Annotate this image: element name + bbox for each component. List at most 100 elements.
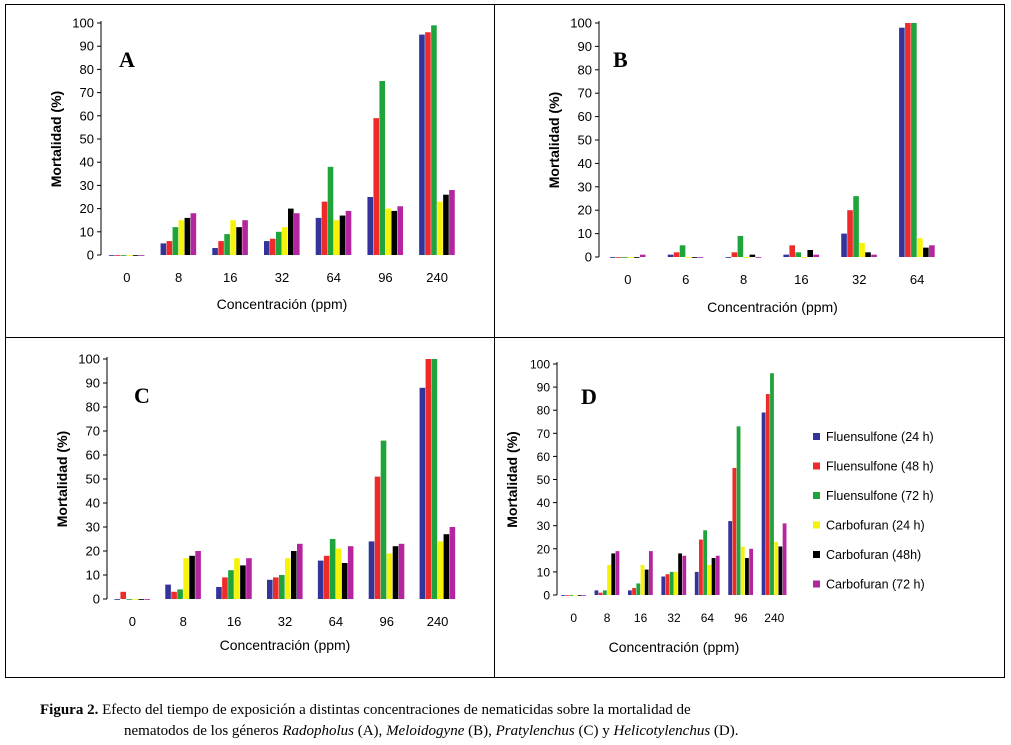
- x-tick-label: 8: [740, 272, 747, 287]
- x-tick-label: 0: [129, 614, 136, 629]
- y-tick-label: 90: [80, 39, 94, 54]
- legend-label-6: Carbofuran (72 h): [826, 578, 925, 592]
- bar-c-8-s2: [171, 591, 177, 599]
- bar-a-32-s1: [264, 241, 270, 255]
- y-tick-label: 40: [578, 156, 592, 171]
- bar-d-32-s2: [665, 574, 670, 595]
- bar-c-16-s4: [234, 558, 240, 599]
- bar-d-8-s1: [594, 590, 599, 595]
- bar-b-8-s6: [755, 257, 762, 258]
- bar-a-32-s4: [282, 227, 288, 255]
- legend-swatch-4: [813, 521, 820, 529]
- bar-b-6-s3: [679, 245, 686, 257]
- bar-a-0-s4: [126, 255, 133, 256]
- bar-b-16-s5: [807, 249, 814, 257]
- bar-d-240-s1: [761, 412, 766, 595]
- bar-d-8-s3: [602, 590, 607, 595]
- bar-c-32-s2: [273, 577, 279, 599]
- bar-a-240-s3: [431, 25, 437, 255]
- bar-c-32-s6: [297, 543, 303, 599]
- bar-b-6-s6: [697, 257, 704, 258]
- bar-c-240-s4: [437, 541, 444, 599]
- bar-b-8-s4: [743, 257, 750, 258]
- bar-a-16-s6: [242, 220, 248, 255]
- legend-label-4: Carbofuran (24 h): [826, 519, 925, 533]
- bar-d-16-s6: [648, 551, 653, 595]
- bar-b-32-s4: [859, 242, 865, 257]
- bar-b-32-s6: [871, 254, 877, 257]
- bar-a-240-s2: [425, 32, 431, 255]
- bar-c-240-s1: [419, 387, 426, 599]
- bar-c-240-s5: [443, 534, 450, 599]
- y-tick-label: 30: [86, 520, 100, 535]
- bar-b-8-s5: [749, 254, 756, 257]
- y-tick-label: 20: [537, 542, 551, 556]
- bar-c-96-s6: [398, 543, 405, 599]
- bar-c-8-s3: [177, 589, 183, 599]
- y-axis-title: Mortalidad (%): [48, 91, 64, 187]
- y-tick-label: 70: [80, 85, 94, 100]
- legend-label-2: Fluensulfone (48 h): [826, 460, 934, 474]
- y-tick-label: 0: [543, 589, 550, 603]
- legend-swatch-6: [813, 580, 820, 588]
- y-tick-label: 30: [578, 179, 592, 194]
- x-tick-label: 240: [427, 614, 449, 629]
- bar-c-8-s1: [165, 584, 171, 599]
- bar-a-8-s2: [166, 241, 173, 255]
- x-axis-title: Concentración (ppm): [217, 296, 348, 312]
- bar-a-0-s6: [138, 255, 145, 256]
- bar-a-64-s2: [321, 201, 328, 255]
- legend-label-1: Fluensulfone (24 h): [826, 430, 934, 444]
- bar-a-16-s4: [230, 220, 236, 255]
- x-tick-label: 0: [624, 272, 631, 287]
- x-tick-label: 32: [667, 611, 681, 625]
- y-axis-title: Mortalidad (%): [54, 431, 70, 527]
- panel-d: 0 10 20 30 40 50 60 70 80 90 100 0 8 16 32 64 96 240 Morta…: [494, 337, 1005, 678]
- x-tick-label: 32: [278, 614, 292, 629]
- bar-b-8-s3: [737, 235, 744, 257]
- bar-a-8-s5: [184, 217, 191, 255]
- y-tick-label: 70: [578, 86, 592, 101]
- bar-b-6-s1: [667, 254, 674, 257]
- y-tick-label: 90: [537, 381, 551, 395]
- bar-a-96-s1: [367, 197, 374, 255]
- bar-d-32-s3: [669, 571, 674, 595]
- x-axis-title: Concentración (ppm): [707, 299, 838, 315]
- bar-a-64-s5: [339, 215, 346, 255]
- bar-a-96-s5: [391, 210, 398, 255]
- bar-c-16-s1: [216, 587, 222, 599]
- bar-b-6-s2: [673, 252, 680, 257]
- y-tick-label: 50: [80, 132, 94, 147]
- bar-a-64-s4: [333, 220, 340, 255]
- bar-d-64-s4: [707, 564, 712, 595]
- y-tick-label: 100: [570, 16, 592, 31]
- y-axis-title: Mortalidad (%): [504, 431, 520, 527]
- bar-d-64-s1: [694, 571, 699, 595]
- bar-a-32-s6: [294, 213, 300, 255]
- bar-a-240-s4: [437, 201, 443, 255]
- y-tick-label: 20: [578, 203, 592, 218]
- bar-d-240-s2: [765, 394, 770, 595]
- bar-a-8-s6: [190, 213, 197, 255]
- bar-d-96-s1: [728, 521, 733, 595]
- bar-a-32-s2: [270, 238, 276, 255]
- bar-b-16-s6: [813, 254, 820, 257]
- legend-label-3: Fluensulfone (72 h): [826, 489, 934, 503]
- x-tick-label: 240: [426, 270, 448, 285]
- bar-a-96-s3: [379, 81, 386, 255]
- y-tick-label: 10: [80, 224, 94, 239]
- bar-b-8-s2: [731, 252, 738, 257]
- y-tick-label: 50: [86, 472, 100, 487]
- bar-a-0-s1: [108, 255, 115, 256]
- x-tick-label: 32: [275, 270, 289, 285]
- bar-d-8-s5: [611, 553, 616, 595]
- y-tick-label: 40: [80, 155, 94, 170]
- y-tick-label: 80: [537, 404, 551, 418]
- bar-b-64-s4: [917, 238, 923, 257]
- panel-letter-a: A: [119, 47, 135, 72]
- y-tick-label: 80: [80, 62, 94, 77]
- bar-c-64-s6: [347, 546, 354, 599]
- bar-c-32-s4: [285, 558, 291, 599]
- bar-b-32-s1: [841, 233, 847, 257]
- x-tick-label: 8: [180, 614, 187, 629]
